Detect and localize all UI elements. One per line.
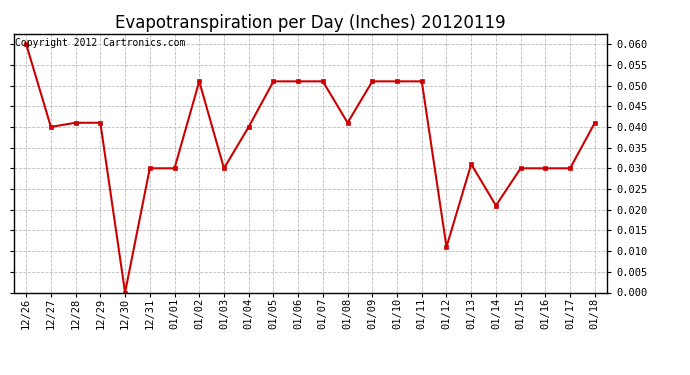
Text: Copyright 2012 Cartronics.com: Copyright 2012 Cartronics.com [15, 38, 186, 48]
Title: Evapotranspiration per Day (Inches) 20120119: Evapotranspiration per Day (Inches) 2012… [115, 14, 506, 32]
